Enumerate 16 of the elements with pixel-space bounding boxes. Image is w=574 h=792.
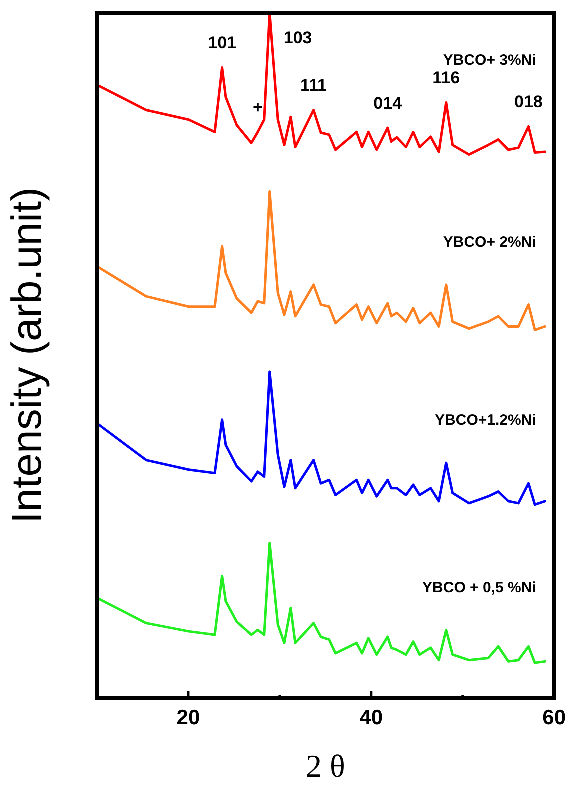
x-tick-label: 60 [542, 706, 566, 730]
y-axis-title: Intensity (arb.unit) [2, 187, 50, 524]
x-axis-title: 2 θ [306, 748, 346, 784]
annotation: 103 [284, 28, 312, 48]
annotation: 111 [300, 76, 328, 95]
x-tick-label: 40 [360, 706, 384, 730]
text: YBCO + 0,5 %Ni [422, 579, 536, 596]
annotation: 014 [374, 94, 403, 113]
text: YBCO+ 3%Ni [443, 52, 536, 69]
text: YBCO+ 2%Ni [443, 234, 536, 252]
x-tick-label: 20 [176, 706, 200, 730]
annotation: 018 [514, 92, 543, 112]
annotation: + [253, 98, 264, 117]
annotation: 101 [208, 33, 236, 52]
text: YBCO+1.2%Ni [435, 412, 536, 430]
annotation: 116 [432, 68, 460, 88]
